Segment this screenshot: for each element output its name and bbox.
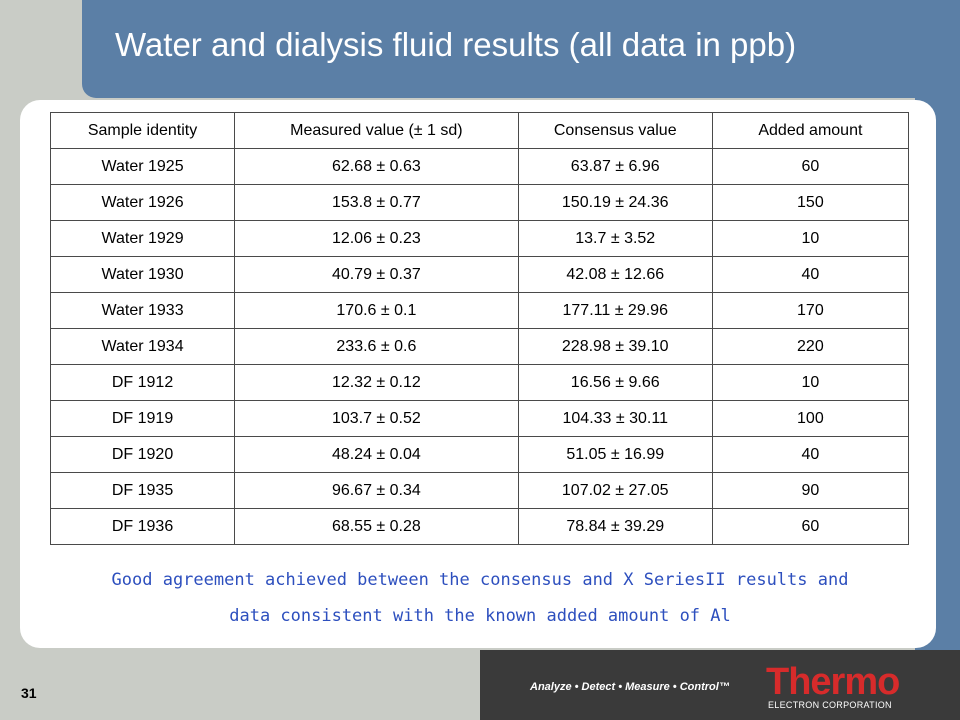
cell-measured-value: 48.24 ± 0.04	[234, 436, 519, 473]
cell-added-amount: 10	[711, 220, 910, 257]
table-row: DF 1920 48.24 ± 0.04 51.05 ± 16.99 40	[49, 436, 910, 473]
logo-wordmark: Thermo	[766, 661, 900, 703]
cell-measured-value: 62.68 ± 0.63	[234, 148, 519, 185]
cell-added-amount: 10	[711, 364, 910, 401]
cell-sample-identity: DF 1920	[49, 436, 236, 473]
table-row: DF 1912 12.32 ± 0.12 16.56 ± 9.66 10	[49, 364, 910, 401]
header-consensus-value: Consensus value	[517, 112, 713, 149]
cell-sample-identity: DF 1935	[49, 472, 236, 509]
cell-sample-identity: Water 1926	[49, 184, 236, 221]
cell-consensus-value: 150.19 ± 24.36	[517, 184, 713, 221]
cell-added-amount: 60	[711, 148, 910, 185]
cell-consensus-value: 228.98 ± 39.10	[517, 328, 713, 365]
company-tagline: Analyze • Detect • Measure • Control™	[530, 681, 730, 693]
table-row: Water 1934 233.6 ± 0.6 228.98 ± 39.10 220	[49, 328, 910, 365]
cell-sample-identity: DF 1919	[49, 400, 236, 437]
cell-consensus-value: 104.33 ± 30.11	[517, 400, 713, 437]
cell-sample-identity: DF 1936	[49, 508, 236, 545]
cell-measured-value: 68.55 ± 0.28	[234, 508, 519, 545]
cell-sample-identity: Water 1930	[49, 256, 236, 293]
results-table-body: Water 1925 62.68 ± 0.63 63.87 ± 6.96 60 Wate…	[49, 148, 910, 545]
cell-measured-value: 233.6 ± 0.6	[234, 328, 519, 365]
cell-consensus-value: 177.11 ± 29.96	[517, 292, 713, 329]
footer-bar	[480, 650, 960, 720]
cell-added-amount: 60	[711, 508, 910, 545]
thermo-logo: Thermo ELECTRON CORPORATION	[766, 662, 906, 710]
cell-added-amount: 100	[711, 400, 910, 437]
cell-sample-identity: Water 1925	[49, 148, 236, 185]
cell-consensus-value: 51.05 ± 16.99	[517, 436, 713, 473]
slide-number: 31	[21, 685, 37, 701]
cell-added-amount: 40	[711, 256, 910, 293]
table-row: DF 1935 96.67 ± 0.34 107.02 ± 27.05 90	[49, 472, 910, 509]
table-row: DF 1936 68.55 ± 0.28 78.84 ± 39.29 60	[49, 508, 910, 545]
cell-added-amount: 150	[711, 184, 910, 221]
slide-title: Water and dialysis fluid results (all da…	[115, 26, 797, 63]
cell-consensus-value: 13.7 ± 3.52	[517, 220, 713, 257]
cell-consensus-value: 63.87 ± 6.96	[517, 148, 713, 185]
cell-measured-value: 153.8 ± 0.77	[234, 184, 519, 221]
header-added-amount: Added amount	[711, 112, 910, 149]
table-row: Water 1929 12.06 ± 0.23 13.7 ± 3.52 10	[49, 220, 910, 257]
cell-sample-identity: DF 1912	[49, 364, 236, 401]
header-sample-identity: Sample identity	[49, 112, 236, 149]
conclusion-note: Good agreement achieved between the cons…	[0, 562, 960, 634]
cell-measured-value: 96.67 ± 0.34	[234, 472, 519, 509]
cell-measured-value: 12.06 ± 0.23	[234, 220, 519, 257]
title-band	[82, 0, 960, 98]
header-measured-value: Measured value (± 1 sd)	[234, 112, 519, 149]
table-row: Water 1933 170.6 ± 0.1 177.11 ± 29.96 170	[49, 292, 910, 329]
cell-added-amount: 170	[711, 292, 910, 329]
conclusion-line-1: Good agreement achieved between the cons…	[111, 570, 849, 590]
cell-consensus-value: 42.08 ± 12.66	[517, 256, 713, 293]
table-row: DF 1919 103.7 ± 0.52 104.33 ± 30.11 100	[49, 400, 910, 437]
cell-measured-value: 12.32 ± 0.12	[234, 364, 519, 401]
conclusion-line-2: data consistent with the known added amo…	[229, 606, 731, 626]
cell-consensus-value: 78.84 ± 39.29	[517, 508, 713, 545]
cell-measured-value: 40.79 ± 0.37	[234, 256, 519, 293]
logo-subtitle: ELECTRON CORPORATION	[768, 700, 892, 710]
table-row: Water 1926 153.8 ± 0.77 150.19 ± 24.36 150	[49, 184, 910, 221]
cell-consensus-value: 107.02 ± 27.05	[517, 472, 713, 509]
table-header-row: Sample identity Measured value (± 1 sd) …	[49, 112, 910, 149]
table-row: Water 1930 40.79 ± 0.37 42.08 ± 12.66 40	[49, 256, 910, 293]
cell-measured-value: 170.6 ± 0.1	[234, 292, 519, 329]
cell-added-amount: 40	[711, 436, 910, 473]
cell-added-amount: 220	[711, 328, 910, 365]
cell-sample-identity: Water 1929	[49, 220, 236, 257]
cell-measured-value: 103.7 ± 0.52	[234, 400, 519, 437]
table-row: Water 1925 62.68 ± 0.63 63.87 ± 6.96 60	[49, 148, 910, 185]
cell-sample-identity: Water 1933	[49, 292, 236, 329]
cell-consensus-value: 16.56 ± 9.66	[517, 364, 713, 401]
results-table: Sample identity Measured value (± 1 sd) …	[49, 112, 910, 545]
cell-added-amount: 90	[711, 472, 910, 509]
cell-sample-identity: Water 1934	[49, 328, 236, 365]
